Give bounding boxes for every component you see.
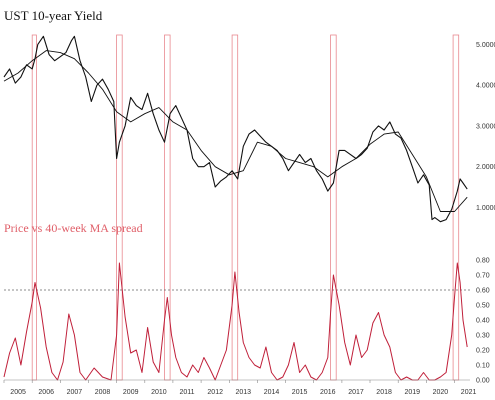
x-tick-label: 2021 xyxy=(461,389,477,396)
yield-panel xyxy=(3,35,468,223)
lower-y-tick-label: 0.20 xyxy=(476,348,490,355)
x-tick-label: 2011 xyxy=(179,389,194,396)
x-tick-label: 2008 xyxy=(95,389,111,396)
lower-y-tick-label: 0.50 xyxy=(476,303,490,310)
x-tick-label: 2005 xyxy=(10,389,26,396)
x-tick-label: 2016 xyxy=(320,389,336,396)
x-tick-label: 2007 xyxy=(67,389,83,396)
x-tick-label: 2015 xyxy=(292,389,308,396)
yield-line xyxy=(3,35,468,223)
yield-chart-title: UST 10-year Yield xyxy=(4,8,103,23)
lower-y-tick-label: 0.00 xyxy=(476,378,490,385)
x-tick-label: 2006 xyxy=(38,389,54,396)
lower-y-tick-label: 0.30 xyxy=(476,333,490,340)
x-tick-label: 2010 xyxy=(151,389,167,396)
lower-y-tick-label: 0.40 xyxy=(476,318,490,325)
x-tick-label: 2014 xyxy=(264,389,280,396)
spread-chart-title: Price vs 40-week MA spread xyxy=(4,221,143,235)
x-tick-label: 2009 xyxy=(123,389,139,396)
x-tick-label: 2012 xyxy=(207,389,223,396)
x-tick-label: 2017 xyxy=(348,389,364,396)
x-tick-label: 2018 xyxy=(376,389,392,396)
x-tick-label: 2013 xyxy=(236,389,252,396)
lower-y-tick-label: 0.10 xyxy=(476,363,490,370)
spread-line xyxy=(3,262,468,381)
x-tick-label: 2019 xyxy=(405,389,421,396)
x-tick-label: 2020 xyxy=(433,389,449,396)
lower-y-tick-label: 0.80 xyxy=(476,258,490,265)
spread-panel xyxy=(3,262,470,381)
lower-y-tick-label: 0.70 xyxy=(476,273,490,280)
lower-y-tick-label: 0.60 xyxy=(476,288,490,295)
moving-average-line xyxy=(3,50,468,212)
